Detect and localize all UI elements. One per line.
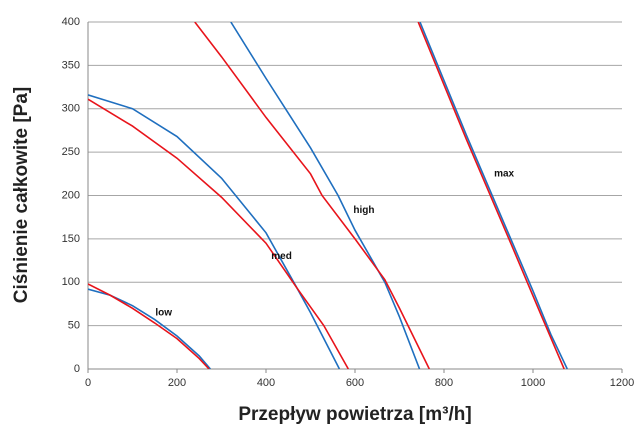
series-line	[88, 288, 211, 369]
y-tick-label: 0	[74, 363, 80, 375]
series-line	[194, 22, 431, 369]
series-line	[88, 98, 350, 369]
y-tick-label: 400	[62, 16, 80, 28]
annotation: high	[353, 205, 374, 216]
x-tick-label: 600	[346, 377, 364, 389]
y-tick-label: 300	[62, 103, 80, 115]
x-tick-label: 0	[85, 377, 91, 389]
series-line	[88, 94, 341, 369]
annotation: max	[494, 168, 514, 179]
y-tick-label: 100	[62, 276, 80, 288]
x-tick-label: 1200	[610, 377, 634, 389]
x-tick-label: 200	[168, 377, 186, 389]
y-tick-label: 150	[62, 233, 80, 245]
annotation: low	[155, 307, 172, 318]
series-line	[230, 22, 421, 369]
y-tick-label: 250	[62, 146, 80, 158]
x-tick-label: 400	[257, 377, 275, 389]
y-tick-label: 200	[62, 189, 80, 201]
series-line	[417, 22, 565, 369]
x-axis-title: Przepływ powietrza [m³/h]	[238, 404, 471, 425]
y-tick-label: 350	[62, 59, 80, 71]
annotation: med	[271, 251, 292, 262]
series-line	[419, 22, 568, 369]
y-axis-title: Ciśnienie całkowite [Pa]	[11, 87, 32, 303]
x-tick-label: 800	[435, 377, 453, 389]
y-tick-label: 50	[68, 320, 80, 332]
series-line	[88, 283, 210, 369]
x-tick-label: 1000	[521, 377, 545, 389]
